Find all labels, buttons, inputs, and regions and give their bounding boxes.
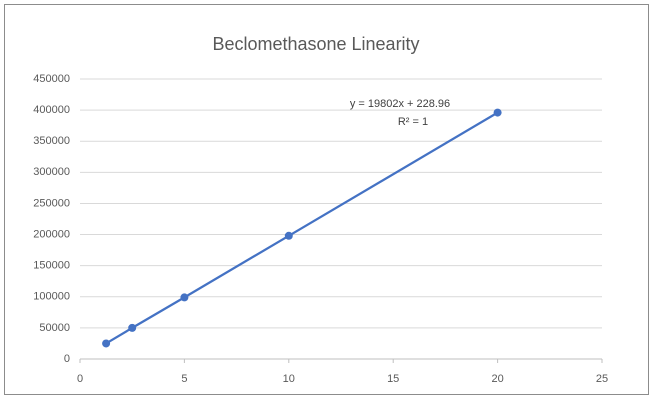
chart-border [4,4,649,395]
trendline-annotation: R² = 1 [398,116,428,128]
chart-title: Beclomethasone Linearity [212,34,419,54]
data-point [284,231,293,240]
y-tick-label: 300000 [33,166,70,178]
trendline-annotation: y = 19802x + 228.96 [350,98,450,110]
y-tick-label: 150000 [33,260,70,272]
data-point [102,339,111,348]
x-tick-label: 10 [283,373,295,385]
y-tick-label: 100000 [33,291,70,303]
y-tick-label: 200000 [33,228,70,240]
x-tick-label: 20 [491,373,503,385]
y-tick-label: 350000 [33,135,70,147]
y-tick-label: 450000 [33,73,70,85]
x-tick-label: 15 [387,373,399,385]
y-tick-label: 0 [64,353,70,365]
y-tick-label: 400000 [33,104,70,116]
data-point [128,323,137,332]
x-tick-label: 5 [181,373,187,385]
y-tick-label: 250000 [33,197,70,209]
y-tick-label: 50000 [39,322,70,334]
data-point [493,108,502,117]
data-point [180,293,189,302]
x-tick-label: 0 [77,373,83,385]
x-tick-label: 25 [596,373,608,385]
